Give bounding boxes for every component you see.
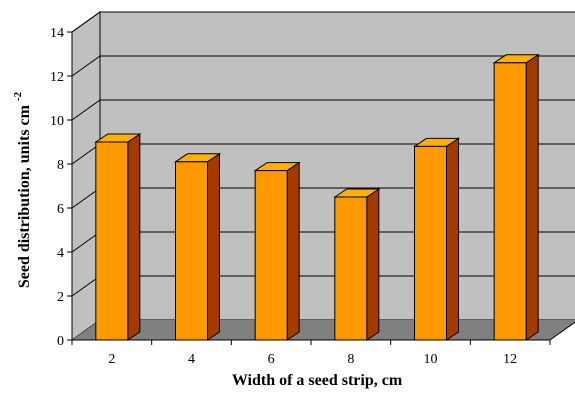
bar: [415, 138, 459, 340]
bar: [255, 163, 299, 340]
bar-front: [494, 63, 526, 340]
y-axis-title-superscript: -2: [12, 91, 24, 101]
bar-front: [176, 162, 208, 340]
y-tick-label: 10: [50, 114, 64, 129]
bar-side: [367, 189, 379, 340]
y-axis-title: Seed distribution, units cm -2: [12, 91, 33, 288]
y-tick-label: 4: [57, 246, 64, 261]
x-tick-label: 4: [188, 352, 195, 367]
bar: [494, 55, 538, 340]
x-tick-label: 2: [108, 352, 115, 367]
bar-front: [415, 146, 447, 340]
y-axis-title-main: Seed distribution, units cm: [16, 104, 33, 288]
y-tick-labels: 0 2 4 6 8 10 12 14: [50, 26, 72, 349]
x-tick-label: 8: [347, 352, 354, 367]
x-tick-labels: 2 4 6 8 10 12: [72, 340, 550, 367]
y-tick-label: 14: [50, 26, 64, 41]
bar-side: [287, 163, 299, 340]
bar-side: [447, 138, 459, 340]
y-tick-label: 6: [57, 202, 64, 217]
bar-front: [255, 171, 287, 340]
y-tick-label: 8: [57, 158, 64, 173]
bar-front: [96, 142, 128, 340]
bar-front: [335, 197, 367, 340]
x-axis-title: Width of a seed strip, cm: [232, 372, 403, 389]
x-tick-label: 12: [503, 352, 517, 367]
bar-side: [526, 55, 538, 340]
bar-side: [128, 134, 140, 340]
x-tick-label: 6: [268, 352, 275, 367]
y-tick-label: 12: [50, 70, 64, 85]
bar: [96, 134, 140, 340]
y-tick-label: 2: [57, 290, 64, 305]
bar: [335, 189, 379, 340]
bar: [176, 154, 220, 340]
bar-side: [208, 154, 220, 340]
x-tick-label: 10: [424, 352, 438, 367]
y-tick-label: 0: [57, 334, 64, 349]
